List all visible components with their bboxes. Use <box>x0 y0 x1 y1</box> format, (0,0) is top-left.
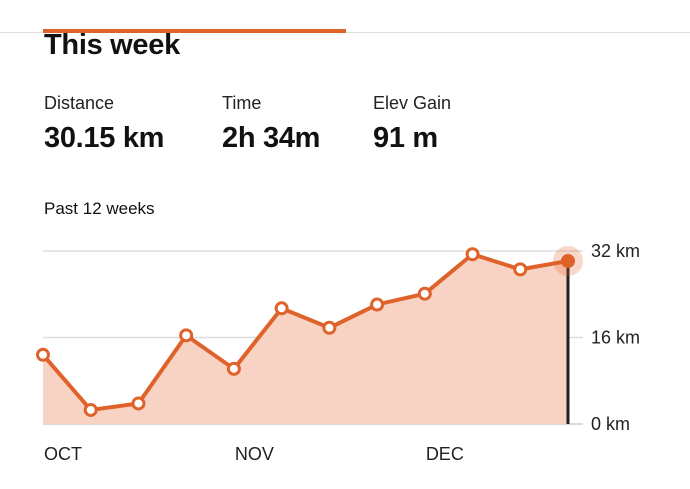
stat-elev-gain-label: Elev Gain <box>373 93 452 113</box>
stat-distance: Distance 30.15 km <box>44 93 164 155</box>
stat-time-label: Time <box>222 93 262 113</box>
data-point-1[interactable] <box>83 402 98 417</box>
stat-time: Time 2h 34m <box>222 93 320 155</box>
data-point-5[interactable] <box>274 301 289 316</box>
active-tab-indicator <box>43 29 346 33</box>
data-point-7[interactable] <box>370 297 385 312</box>
data-point-0[interactable] <box>36 347 50 362</box>
stat-distance-label: Distance <box>44 93 115 113</box>
stat-elev-gain-value: 91 m <box>373 122 438 154</box>
data-point-10[interactable] <box>513 262 528 277</box>
y-tick-label-1: 16 km <box>591 328 640 348</box>
stat-time-value: 2h 34m <box>222 122 321 154</box>
chart-subtitle: Past 12 weeks <box>44 199 155 218</box>
page-title: This week <box>44 29 180 61</box>
data-point-4[interactable] <box>226 361 241 376</box>
data-point-2[interactable] <box>131 396 146 411</box>
data-point-9[interactable] <box>465 247 480 262</box>
x-tick-label-oct: OCT <box>44 444 82 464</box>
data-point-6[interactable] <box>322 320 337 335</box>
y-tick-label-0: 32 km <box>591 241 640 261</box>
data-point-8[interactable] <box>417 286 432 301</box>
series-line <box>41 252 570 412</box>
stat-distance-value: 30.15 km <box>44 122 165 154</box>
stat-elev-gain: Elev Gain 91 m <box>373 93 451 155</box>
x-tick-label-dec: DEC <box>426 444 464 464</box>
data-point-3[interactable] <box>179 328 194 343</box>
x-tick-label-nov: NOV <box>235 444 274 464</box>
data-point-11[interactable] <box>561 254 575 269</box>
y-tick-label-2: 0 km <box>591 414 630 434</box>
area-fill <box>43 254 568 424</box>
